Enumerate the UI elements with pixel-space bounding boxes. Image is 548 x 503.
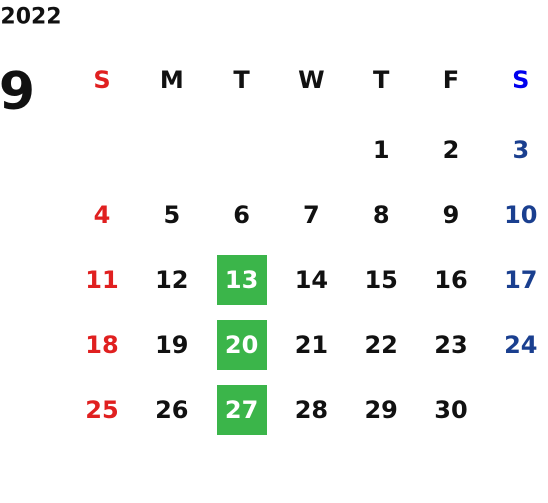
month: 9 xyxy=(0,62,36,122)
day-cell: 9 xyxy=(442,201,460,229)
highlight-box xyxy=(216,320,267,370)
weekday-header: T xyxy=(233,66,250,94)
day-cell: 15 xyxy=(364,266,398,294)
day-cell: 6 xyxy=(233,201,250,229)
weekday-header: M xyxy=(159,66,184,94)
weekday-header: S xyxy=(512,66,530,94)
day-cell: 10 xyxy=(504,201,538,229)
day-cell: 29 xyxy=(364,396,398,424)
day-cell: 2 xyxy=(442,136,460,164)
weekday-header: F xyxy=(442,66,460,94)
day-cell: 13 xyxy=(224,266,259,294)
day-cell: 5 xyxy=(163,201,181,229)
day-cell: 21 xyxy=(294,331,329,359)
day-cell: 24 xyxy=(504,331,538,359)
weekday-header: W xyxy=(298,66,325,94)
day-cell: 3 xyxy=(512,136,530,164)
day-cell: 14 xyxy=(294,266,329,294)
day-cell: 8 xyxy=(372,201,390,229)
weekday-header: S xyxy=(93,66,111,94)
day-cell: 20 xyxy=(224,331,259,359)
day-cell: 27 xyxy=(224,396,259,424)
day-cell: 7 xyxy=(303,201,320,229)
day-cell: 1 xyxy=(372,136,390,164)
highlight-box xyxy=(216,255,267,305)
day-cell: 4 xyxy=(93,201,111,229)
year: 2022 xyxy=(0,4,62,30)
weekday-header: T xyxy=(373,66,390,94)
day-cell: 25 xyxy=(85,396,119,424)
day-cell: 12 xyxy=(155,266,189,294)
day-cell: 19 xyxy=(155,331,189,359)
day-cell: 11 xyxy=(85,266,119,294)
day-cell: 30 xyxy=(434,396,468,424)
day-cell: 17 xyxy=(504,266,538,294)
highlight-box xyxy=(216,385,267,435)
day-cell: 23 xyxy=(434,331,468,359)
day-cell: 18 xyxy=(85,331,119,359)
day-cell: 26 xyxy=(155,396,189,424)
day-cell: 16 xyxy=(434,266,468,294)
day-cell: 28 xyxy=(294,396,329,424)
day-cell: 22 xyxy=(364,331,398,359)
